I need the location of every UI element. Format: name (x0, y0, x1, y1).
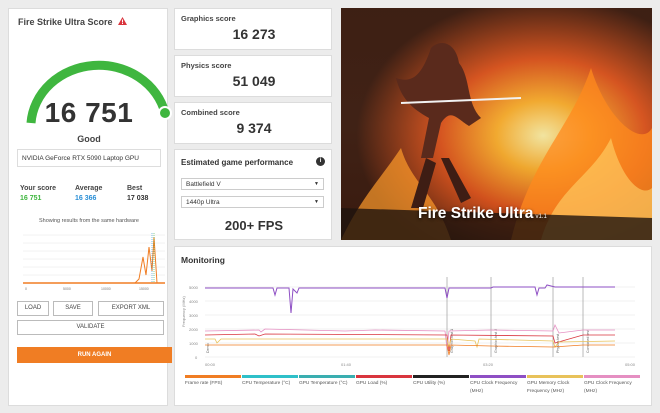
legend-swatch (413, 375, 469, 378)
game-select-value: Battlefield V (186, 181, 221, 188)
monitoring-panel: Monitoring Frequency (MHz) 5000 4000 300… (174, 246, 652, 406)
legend-item[interactable]: Frame rate (FPS) (185, 375, 241, 388)
chevron-down-icon: ▼ (314, 181, 319, 187)
legend-item[interactable]: CPU Clock Frequency (MHz) (470, 375, 526, 396)
overall-score: 16 751 (44, 97, 134, 128)
best-label: Best (127, 185, 143, 192)
series-gpu-memory-clock (205, 338, 616, 349)
physics-score-card: Physics score 51 049 (174, 55, 332, 97)
graphics-score-label: Graphics score (181, 14, 236, 23)
load-button[interactable]: LOAD (17, 301, 49, 316)
legend-swatch (584, 375, 640, 378)
series-cpu-clock (205, 284, 615, 314)
x-tick: 05:00 (625, 362, 636, 367)
y-axis-label: Frequency (MHz) (181, 295, 186, 327)
game-performance-title: Estimated game performance (181, 158, 294, 167)
legend-swatch (299, 375, 355, 378)
x-tick: 01:40 (341, 362, 352, 367)
y-tick: 3000 (189, 313, 199, 318)
x-tick: 03:20 (483, 362, 494, 367)
score-title-text: Fire Strike Ultra Score (18, 17, 113, 27)
benchmark-title-text: Fire Strike Ultra (418, 205, 534, 222)
legend-swatch (242, 375, 298, 378)
legend-item[interactable]: GPU Temperature (°C) (299, 375, 355, 388)
series-gpu-clock (204, 323, 615, 350)
legend-item[interactable]: CPU Temperature (°C) (242, 375, 298, 388)
legend-item[interactable]: GPU Memory Clock Frequency (MHz) (527, 375, 583, 396)
your-score: Your score 16 751 (20, 185, 68, 202)
game-select[interactable]: Battlefield V ▼ (181, 178, 324, 190)
average-score: Average 16 366 (75, 185, 123, 202)
benchmark-hero-image: Fire Strike Ultra v1.1 (341, 8, 652, 240)
mini-tick: 5000 (63, 287, 71, 291)
save-button[interactable]: SAVE (53, 301, 93, 316)
legend-item[interactable]: GPU Clock Frequency (MHz) (584, 375, 640, 396)
legend-swatch (527, 375, 583, 378)
resolution-select[interactable]: 1440p Ultra ▼ (181, 196, 324, 208)
run-again-button[interactable]: RUN AGAIN (17, 347, 172, 363)
fps-estimate: 200+ FPS (224, 218, 284, 233)
graphics-score-value: 16 273 (232, 26, 276, 42)
warning-icon[interactable] (118, 17, 128, 25)
chevron-down-icon: ▼ (314, 199, 319, 205)
mini-tick: 15000 (139, 287, 149, 291)
score-title: Fire Strike Ultra Score (18, 17, 128, 27)
marker-label: Graphics test 1 (450, 329, 454, 353)
gauge-knob (158, 106, 172, 120)
game-performance-panel: Estimated game performance i Battlefield… (174, 149, 332, 240)
mini-tick: 10000 (101, 287, 111, 291)
your-score-label: Your score (20, 185, 57, 192)
physics-score-value: 51 049 (232, 73, 276, 89)
legend-item[interactable]: CPU Utility (%) (413, 375, 469, 388)
benchmark-version: v1.1 (535, 214, 547, 220)
score-gauge (26, 60, 172, 124)
y-tick: 2000 (189, 327, 199, 332)
average-label: Average (75, 185, 103, 192)
graphics-score-card: Graphics score 16 273 (174, 8, 332, 50)
average-value: 16 366 (75, 195, 97, 202)
resolution-select-value: 1440p Ultra (186, 199, 220, 206)
score-panel: Fire Strike Ultra Score 16 751 Good NVID… (8, 8, 172, 406)
y-tick: 0 (195, 355, 198, 360)
hardware-note: Showing results from the same hardware (39, 218, 139, 224)
mini-tick: 0 (25, 287, 27, 291)
fire-scene-illustration (341, 8, 652, 240)
best-score: Best 17 038 (127, 185, 175, 202)
x-tick: 00:00 (205, 362, 216, 367)
info-icon[interactable]: i (316, 157, 325, 166)
legend-swatch (470, 375, 526, 378)
benchmark-title: Fire Strike Ultra v1.1 (418, 205, 547, 223)
combined-score-card: Combined score 9 374 (174, 102, 332, 144)
gpu-name: NVIDIA GeForce RTX 5090 Laptop GPU (17, 149, 161, 167)
series-frame-rate (205, 344, 615, 356)
monitoring-chart: Frequency (MHz) 5000 4000 3000 2000 1000… (181, 277, 636, 367)
legend-item[interactable]: GPU Load (%) (356, 375, 412, 388)
validate-button[interactable]: VALIDATE (17, 320, 164, 335)
y-tick: 1000 (189, 341, 199, 346)
best-value: 17 038 (127, 195, 149, 202)
legend-swatch (185, 375, 241, 378)
your-score-value: 16 751 (20, 195, 42, 202)
monitoring-title: Monitoring (181, 255, 225, 265)
marker-label: Graphics test 2 (494, 329, 498, 353)
score-rating: Good (77, 134, 101, 144)
physics-score-label: Physics score (181, 61, 232, 70)
series-gpu-load (204, 333, 615, 352)
y-tick: 5000 (189, 285, 199, 290)
legend-swatch (356, 375, 412, 378)
distribution-chart: 0 5000 10000 15000 (23, 233, 165, 291)
y-tick: 4000 (189, 299, 199, 304)
export-xml-button[interactable]: EXPORT XML (98, 301, 164, 316)
combined-score-label: Combined score (181, 108, 240, 117)
combined-score-value: 9 374 (236, 120, 272, 136)
marker-label: Demo (206, 343, 210, 353)
